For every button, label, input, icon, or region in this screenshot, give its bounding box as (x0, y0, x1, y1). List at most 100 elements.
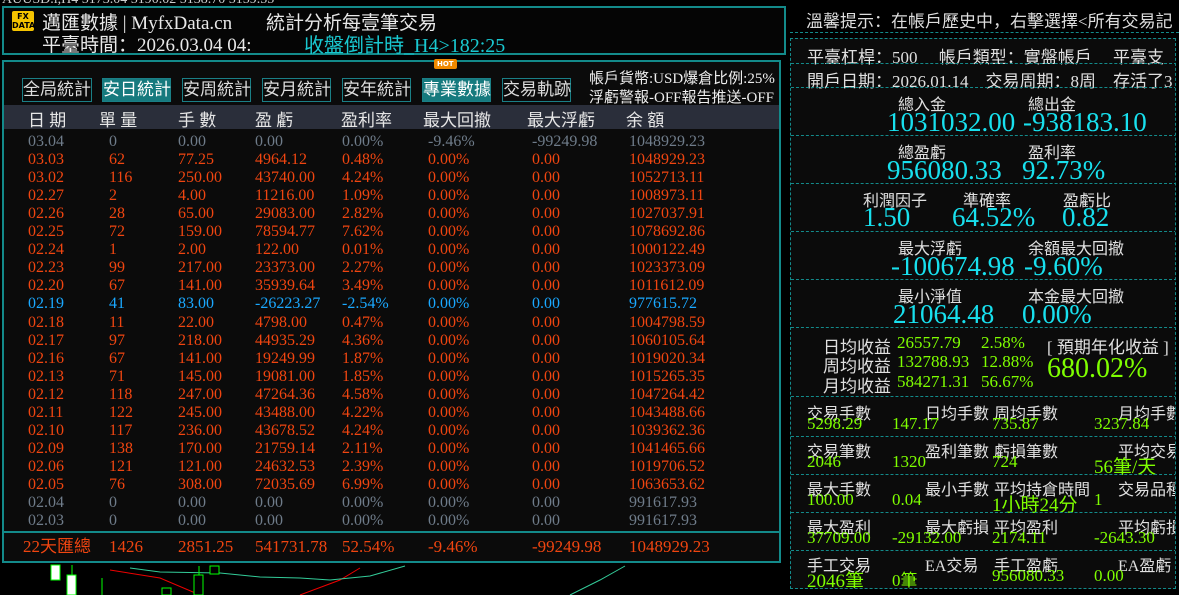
summary-cell: 22天匯總 (23, 537, 91, 556)
table-cell: 236.00 (178, 421, 222, 439)
table-cell: 43678.52 (255, 421, 315, 439)
table-cell: 0.00% (428, 494, 470, 511)
table-cell: 0.00% (428, 367, 470, 385)
table-row: 02.03 0 0.00 0.00 0.00% 0.00% 0.00 991617.93 (4, 512, 779, 530)
table-cell: 0.00 (178, 512, 206, 530)
table-cell: 03.02 (28, 169, 64, 187)
stat-value: 1小時24分 (992, 495, 1078, 516)
profit-factor-value: 1.50 (863, 202, 911, 232)
tab-trade-track[interactable]: 交易軌跡 (502, 78, 571, 102)
table-cell: 0.00 (532, 475, 560, 493)
subtitle: 統計分析每壹筆交易 (266, 13, 438, 34)
table-cell: 02.23 (28, 259, 64, 277)
table-cell: 62 (109, 151, 125, 169)
account-currency: 帳戶貨幣:USD爆倉比例:25% (589, 71, 775, 87)
table-cell: 2 (109, 187, 117, 205)
table-cell: 67 (109, 349, 125, 367)
table-cell: 1043488.66 (629, 403, 705, 421)
table-cell: 0.00% (342, 494, 384, 511)
stats-panel: 全局統計 安日統計 安周統計 安月統計 安年統計 專業數據 HOT 交易軌跡 帳… (2, 59, 781, 540)
table-cell: 0.00 (255, 133, 283, 150)
table-cell: 138 (109, 439, 133, 457)
tip-bar: 溫馨提示：在帳戶歷史中，右擊選擇<所有交易記 (790, 7, 1179, 33)
table-cell: 0.00% (428, 457, 470, 475)
stat-label: 平均持倉時間 (994, 482, 1091, 499)
table-cell: 78594.77 (255, 223, 315, 241)
table-cell: 0.00% (428, 313, 470, 331)
ma-green-line-2 (569, 565, 626, 595)
table-cell: 41 (109, 295, 125, 313)
monthly-avg-label: 月均收益 (823, 377, 891, 396)
table-cell: 0.00 (532, 313, 560, 331)
table-cell: 0.00 (532, 494, 560, 511)
table-cell: 43488.00 (255, 403, 315, 421)
account-stats-panel: 平臺杠桿：500 帳戶類型：實盤帳戶 平臺支 開戶日期：2026.01.14 交… (790, 38, 1176, 589)
tab-daily-stats[interactable]: 安日統計 (102, 78, 171, 102)
stat-value: 56筆/天 (1094, 457, 1157, 478)
stat-value: 3237.84 (1094, 414, 1150, 433)
table-cell: 0.00 (532, 223, 560, 241)
chart-symbol-ohlc: AUUSD.i,H4 5173.04 5190.02 5138.70 5159.… (2, 0, 274, 8)
table-cell: 02.10 (28, 421, 64, 439)
table-cell: 0.00 (532, 421, 560, 439)
table-cell: 0.00 (532, 349, 560, 367)
table-cell: 4.22% (342, 403, 384, 421)
summary-row: 22天匯總 1426 2851.25 541731.78 52.54% -9.46% -99… (2, 531, 781, 563)
alert-settings: 浮虧警報-OFF報告推送-OFF (589, 90, 775, 106)
header-bar: FX DATA 邁匯數據 | MyfxData.cn 統計分析每壹筆交易 平臺時間… (2, 6, 786, 57)
table-cell: 0.00% (428, 512, 470, 530)
table-cell: 44935.29 (255, 331, 315, 349)
daily-avg-value: 26557.79 (897, 333, 961, 352)
table-cell: 4798.00 (255, 313, 307, 331)
table-cell: 29083.00 (255, 205, 315, 223)
tab-weekly-stats[interactable]: 安周統計 (182, 78, 251, 102)
monthly-avg-pct: 56.67% (981, 372, 1034, 391)
table-cell: 0.00% (428, 439, 470, 457)
table-cell: 02.09 (28, 439, 64, 457)
stat-label: EA交易 (925, 558, 979, 575)
stat-value: 724 (992, 452, 1018, 471)
table-cell: 76 (109, 475, 125, 493)
stat-label: 交易筆數 (807, 444, 872, 461)
table-row: 02.19 41 83.00 -26223.27 -2.54% 0.00% 0.00 9776… (4, 295, 779, 313)
table-cell: 02.16 (28, 349, 64, 367)
table-row: 02.20 67 141.00 35939.64 3.49% 0.00% 0.00 10116… (4, 277, 779, 295)
table-cell: 02.11 (28, 403, 64, 421)
table-cell: 02.18 (28, 313, 64, 331)
summary-cell: -99249.98 (532, 537, 602, 556)
stat-label: 虧損筆數 (994, 444, 1059, 461)
table-cell: 0.00 (532, 367, 560, 385)
table-cell: 1019706.52 (629, 457, 705, 475)
table-cell: -99249.98 (532, 133, 598, 150)
annual-return-value: 680.02% (1047, 353, 1148, 384)
daily-avg-label: 日均收益 (823, 338, 891, 357)
tab-yearly-stats[interactable]: 安年統計 (342, 78, 411, 102)
weekly-avg-label: 周均收益 (823, 357, 891, 376)
stat-value: 735.87 (992, 414, 1039, 433)
table-cell: 1027037.91 (629, 205, 705, 223)
deposit-value: 1031032.00 (887, 107, 1016, 137)
table-cell: 0.00 (532, 439, 560, 457)
table-cell: 77.25 (178, 151, 214, 169)
tab-monthly-stats[interactable]: 安月統計 (262, 78, 331, 102)
table-cell: 0.00 (532, 331, 560, 349)
table-cell: 0.00% (428, 385, 470, 403)
table-cell: 217.00 (178, 259, 222, 277)
tab-pro-data[interactable]: 專業數據 (422, 78, 491, 102)
table-cell: 1048929.23 (629, 133, 705, 150)
table-cell: 141.00 (178, 349, 222, 367)
table-cell: 72035.69 (255, 475, 315, 493)
table-cell: 47264.36 (255, 385, 315, 403)
table-cell: 0.00 (532, 259, 560, 277)
table-cell: 116 (109, 169, 133, 187)
ma-green-line (129, 565, 406, 581)
max-float-loss-value: -100674.98 (891, 251, 1015, 281)
tab-overall-stats[interactable]: 全局統計 (22, 78, 92, 102)
summary-cell: 2851.25 (178, 537, 234, 556)
table-cell: 1023373.09 (629, 259, 705, 277)
table-cell: 141.00 (178, 277, 222, 295)
table-row: 02.09 138 170.00 21759.14 2.11% 0.00% 0.00 1041… (4, 440, 779, 458)
table-cell: 0.00 (532, 187, 560, 205)
table-row: 03.02 116 250.00 43740.00 4.24% 0.00% 0.00 1052… (4, 169, 779, 187)
stat-label: EA盈虧 (1118, 558, 1172, 575)
